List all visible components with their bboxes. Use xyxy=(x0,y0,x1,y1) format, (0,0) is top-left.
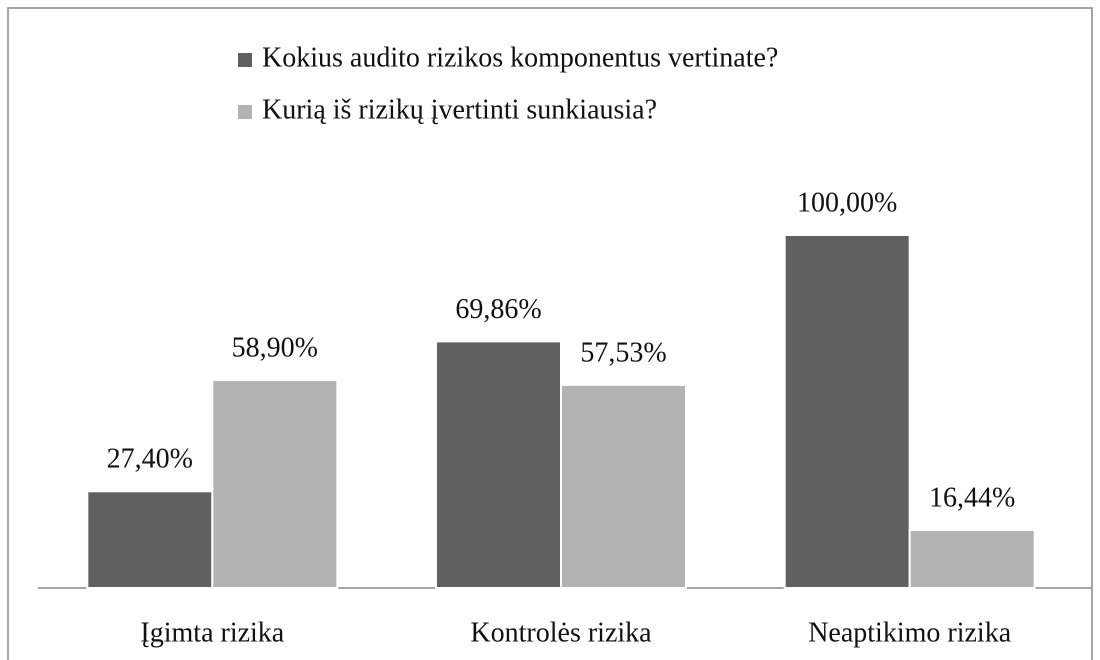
value-label: 57,53% xyxy=(580,337,666,368)
x-tick-label: Kontrolės rizika xyxy=(470,617,652,648)
bar xyxy=(560,383,687,589)
value-label: 69,86% xyxy=(455,294,541,325)
value-label: 58,90% xyxy=(232,333,318,364)
bar xyxy=(86,490,214,590)
legend-label: Kokius audito rizikos komponentus vertin… xyxy=(262,42,778,73)
legend-label: Kurią iš rizikų įvertinti sunkiausia? xyxy=(262,94,657,125)
legend-swatch xyxy=(238,105,252,119)
bar xyxy=(783,234,911,589)
bar xyxy=(435,340,562,589)
bar xyxy=(908,528,1036,589)
legend-swatch xyxy=(238,53,252,67)
bar xyxy=(211,379,339,590)
value-label: 100,00% xyxy=(797,187,897,218)
x-tick-label: Įgimta rizika xyxy=(140,617,284,648)
value-label: 27,40% xyxy=(107,444,193,475)
x-tick-label: Neaptikimo rizika xyxy=(808,617,1012,648)
value-label: 16,44% xyxy=(929,482,1015,513)
